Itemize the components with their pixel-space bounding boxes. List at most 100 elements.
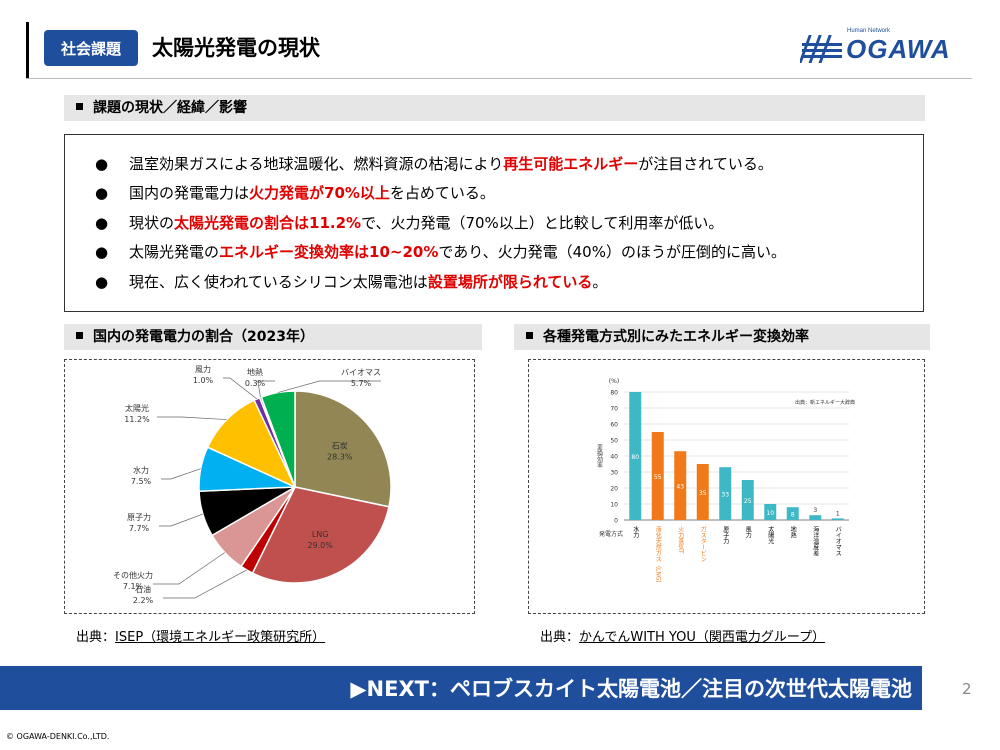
square-bullet-icon — [526, 331, 533, 339]
pie-slice — [206, 399, 297, 489]
category-tag: 社会課題 — [44, 30, 138, 66]
bar-value-label: 25 — [744, 498, 752, 505]
list-item: ● 温室効果ガスによる地球温暖化、燃料資源の枯渇により再生可能エネルギーが注目され… — [95, 155, 773, 173]
pie-label: 太陽光 — [125, 403, 149, 413]
pie-label: LNG — [312, 530, 329, 539]
bar-value-label: 1 — [836, 510, 840, 517]
pie-label: 原子力 — [127, 512, 151, 522]
square-bullet-icon — [76, 102, 83, 110]
bar — [764, 504, 777, 520]
pie-label: その他火力 — [113, 570, 153, 580]
pie-value-label: 29.0% — [307, 541, 333, 550]
next-banner: ▶NEXT：ペロブスカイト太陽電池／注目の次世代太陽電池 — [0, 666, 922, 710]
bar-value-label: 80 — [631, 454, 639, 461]
y-tick-label: 50 — [610, 438, 618, 445]
source-right: 出典：かんでんWITH YOU（関西電力グループ） — [540, 630, 826, 645]
x-axis-label: 発電方式 — [599, 530, 623, 538]
section-heading-text: 国内の発電電力の割合（2023年） — [93, 329, 314, 345]
bar-value-label: 10 — [766, 510, 774, 517]
bar-chart: (%) 0 10 20 30 40 50 60 70 80 変換効率 出典：新エネルギー大辞典発電方式… — [596, 378, 856, 586]
pie-value-label: 5.7% — [351, 379, 372, 388]
x-tick-label: 地熱 — [789, 525, 796, 539]
pie-label: 水力 — [133, 465, 149, 475]
section-heading-power-share: 国内の発電電力の割合（2023年） — [64, 324, 482, 350]
bar — [786, 507, 799, 520]
bar — [809, 515, 822, 520]
pie-value-label: 7.1% — [123, 582, 144, 591]
company-logo: Human Network OGAWA — [798, 26, 975, 70]
x-tick-label: ガスタービン — [699, 525, 706, 562]
source-left-link[interactable]: ISEP（環境エネルギー政策研究所） — [115, 630, 326, 645]
list-item: ● 現在、広く使われているシリコン太陽電池は設置場所が限られている。 — [95, 273, 608, 291]
bar — [629, 392, 642, 520]
pie-label: バイオマス — [341, 368, 381, 377]
pie-leader-line — [257, 380, 275, 398]
pie-value-label: 7.5% — [131, 477, 152, 486]
list-item: ● 国内の発電電力は火力発電が70%以上を占めている。 — [95, 184, 495, 202]
source-left: 出典：ISEP（環境エネルギー政策研究所） — [76, 630, 326, 645]
pie-slice — [260, 390, 296, 488]
bar-value-label: 8 — [791, 512, 795, 519]
pie-leader-line — [153, 552, 226, 585]
pie-slice — [294, 390, 392, 508]
x-tick-label: バイオマス — [834, 526, 841, 556]
pie-value-label: 11.2% — [124, 415, 150, 424]
bar-value-label: 3 — [813, 507, 817, 514]
logo-wordmark: OGAWA — [846, 34, 951, 64]
bar-value-label: 43 — [676, 484, 684, 491]
pie-value-label: 0.3% — [245, 379, 266, 388]
pie-value-label: 7.7% — [129, 524, 150, 533]
logo-mark-icon — [798, 35, 842, 63]
page-number: 2 — [962, 680, 972, 698]
pie-value-label: 28.3% — [327, 453, 353, 462]
y-tick-label: 30 — [610, 470, 618, 477]
x-tick-label: 火力蒸気T — [677, 526, 684, 554]
x-tick-label: 海洋温度差 — [812, 525, 819, 556]
pie-label: 石油 — [135, 584, 151, 594]
pie-leader-line — [163, 569, 247, 599]
y-axis-label: 変換効率 — [596, 443, 603, 469]
pie-leader-line — [159, 513, 204, 527]
section-heading-efficiency: 各種発電方式別にみたエネルギー変換効率 — [514, 324, 930, 350]
y-axis-unit: (%) — [609, 378, 619, 385]
x-tick-label: 太陽光 — [767, 525, 774, 545]
y-tick-label: 80 — [610, 390, 618, 397]
chart-note: 出典：新エネルギー大辞典 — [795, 399, 855, 406]
copyright: © OGAWA-DENKI.Co.,LTD. — [6, 732, 110, 741]
y-tick-label: 0 — [614, 518, 618, 525]
bar — [651, 432, 664, 520]
section-heading-text: 各種発電方式別にみたエネルギー変換効率 — [543, 329, 809, 345]
logo-subtitle: Human Network — [847, 28, 891, 34]
header-divider — [26, 78, 972, 79]
source-right-link[interactable]: かんでんWITH YOU（関西電力グループ） — [579, 630, 826, 645]
bar — [674, 451, 687, 520]
bar — [696, 464, 709, 520]
pie-label: 風力 — [195, 364, 211, 374]
bar-value-label: 33 — [721, 492, 729, 499]
y-tick-label: 40 — [610, 454, 618, 461]
pie-leader-line — [223, 377, 258, 400]
pie-label: 石炭 — [332, 442, 348, 451]
square-bullet-icon — [76, 331, 83, 339]
y-tick-label: 20 — [610, 486, 618, 493]
section-heading-issues: 課題の現状／経緯／影響 — [64, 95, 925, 121]
title-accent-bar — [26, 22, 29, 79]
list-item: ● 太陽光発電のエネルギー変換効率は10~20%であり、火力発電（40%）のほうが… — [95, 243, 786, 261]
y-tick-label: 10 — [610, 502, 618, 509]
bar — [719, 467, 732, 520]
pie-value-label: 1.0% — [193, 376, 214, 385]
x-tick-label: 水力 — [632, 525, 639, 539]
pie-chart-frame: 石炭 28.3% LNG 29.0% 石油 2.2% その他火力 7.1% 原子力 7.7% 水力 7… — [64, 359, 475, 614]
bar-value-label: 35 — [699, 490, 707, 497]
page-title: 太陽光発電の現状 — [152, 36, 320, 60]
pie-leader-line — [277, 380, 381, 393]
bar-chart-frame: (%) 0 10 20 30 40 50 60 70 80 変換効率 出典：新エネルギー大辞典 発電方式… — [528, 359, 925, 614]
x-tick-label: 風力 — [744, 526, 751, 539]
issues-box: ● 温室効果ガスによる地球温暖化、燃料資源の枯渇により再生可能エネルギーが注目され… — [64, 134, 924, 312]
bar — [831, 518, 844, 520]
x-tick-label: 原子力 — [722, 526, 729, 545]
pie-value-label: 2.2% — [133, 596, 154, 605]
list-item: ● 現状の太陽光発電の割合は11.2%で、火力発電（70%以上）と比較して利用率が… — [95, 214, 724, 232]
y-tick-label: 60 — [610, 422, 618, 429]
bar-value-label: 55 — [654, 474, 662, 481]
